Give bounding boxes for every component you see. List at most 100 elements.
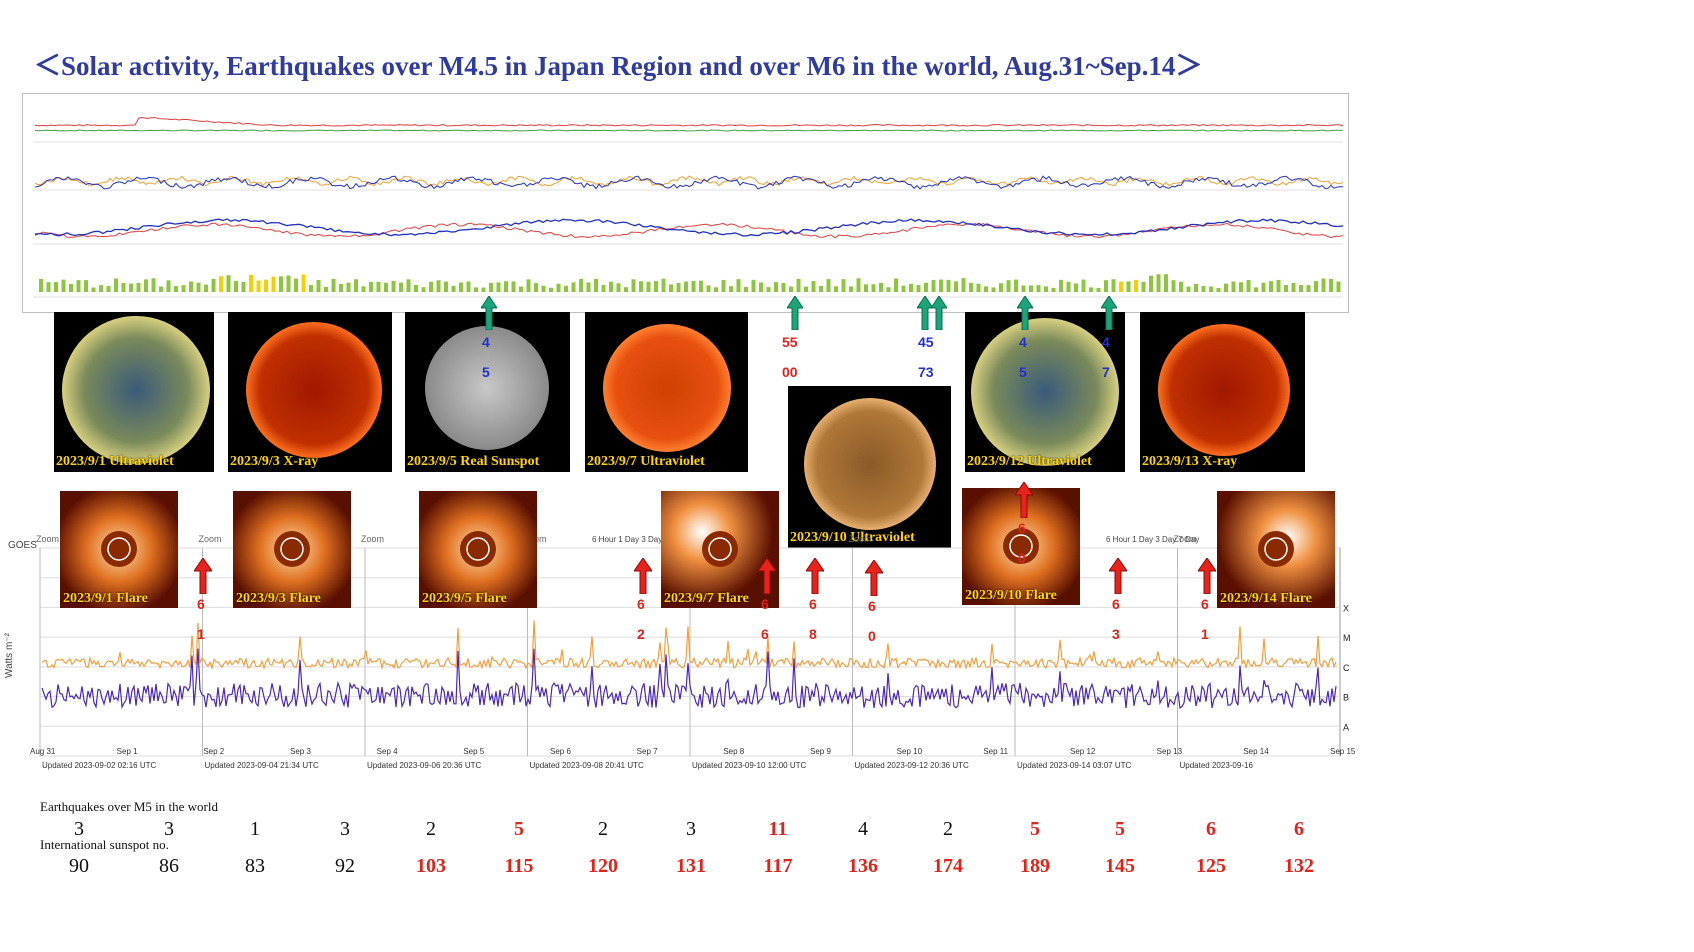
- kp-bar: [519, 286, 523, 292]
- kp-bar: [961, 278, 966, 292]
- sun-caption: 2023/9/10 Ultraviolet: [790, 530, 915, 545]
- kp-bar: [46, 282, 51, 292]
- kp-bar: [279, 276, 283, 292]
- kp-bar: [526, 279, 531, 292]
- flare-image-0907: 2023/9/7 Flare: [661, 491, 779, 608]
- electron-flux-blue: [34, 175, 1344, 190]
- japan-quake-magnitude-bottom: 00: [782, 364, 798, 380]
- xray-class-label: C: [1343, 663, 1350, 673]
- sunspot-number-cell: 131: [676, 855, 706, 877]
- electron-flux-orange: [34, 175, 1344, 187]
- xray-xtick: Sep 2: [203, 747, 224, 756]
- sunspot-number-cell: 115: [504, 855, 534, 877]
- row-label-sunspots: International sunspot no.: [40, 837, 169, 852]
- kp-bar: [226, 275, 231, 292]
- kp-bar: [781, 282, 786, 292]
- kp-bar: [114, 278, 118, 292]
- kp-bar: [549, 287, 553, 292]
- world-quake-magnitude-bottom: 0: [868, 628, 876, 644]
- world-quake-magnitude-bottom: 0: [1018, 550, 1026, 566]
- world-quake-magnitude-top: 6: [637, 596, 645, 612]
- kp-bar: [691, 280, 696, 292]
- sunspot-number-cell: 125: [1196, 855, 1226, 877]
- kp-bar: [76, 280, 81, 292]
- kp-bar: [1029, 285, 1033, 292]
- world-quake-magnitude-bottom: 8: [809, 626, 817, 642]
- kp-bar: [264, 279, 268, 292]
- green-arrow-icon: [1100, 295, 1118, 331]
- xray-xtick: Sep 11: [983, 747, 1008, 756]
- kp-bar: [1074, 283, 1078, 292]
- updated-label: Updated 2023-09-04 21:34 UTC: [205, 761, 320, 770]
- kp-bar: [466, 281, 471, 292]
- world-quake-magnitude-bottom: 1: [197, 626, 205, 642]
- japan-quake-magnitude-top: 4: [482, 334, 490, 350]
- kp-bar: [894, 278, 898, 292]
- kp-bar: [121, 282, 126, 292]
- kp-bar: [1201, 286, 1206, 292]
- kp-bar: [84, 280, 88, 292]
- world-quake-magnitude-bottom: 3: [1112, 626, 1120, 642]
- magnetometer-blue: [34, 218, 1344, 237]
- quake-count-cell: 3: [686, 818, 696, 840]
- sunspot-number-cell: 86: [159, 855, 179, 877]
- magnetometer-red: [34, 222, 1344, 239]
- quake-count-cell: 3: [164, 818, 174, 840]
- flare-image-0901: 2023/9/1 Flare: [60, 491, 178, 608]
- kp-bar: [1134, 279, 1138, 292]
- kp-bar: [1179, 281, 1183, 292]
- kp-bar: [1156, 274, 1161, 292]
- kp-bar: [324, 286, 328, 292]
- quake-count-cell: 4: [858, 818, 868, 840]
- quake-count-cell: 5: [1115, 818, 1125, 840]
- kp-bar: [204, 284, 208, 292]
- xray-xtick: Sep 1: [117, 747, 138, 756]
- kp-bar: [969, 282, 973, 292]
- flare-image-0903: 2023/9/3 Flare: [233, 491, 351, 608]
- world-quake-magnitude-top: 6: [809, 596, 817, 612]
- flare-caption: 2023/9/14 Flare: [1220, 591, 1312, 606]
- kp-bar: [331, 278, 336, 292]
- sun-caption: 2023/9/13 X-ray: [1142, 454, 1238, 469]
- kp-bar: [166, 280, 171, 292]
- kp-bar: [721, 279, 726, 292]
- red-arrow-icon: [1197, 557, 1217, 595]
- xray-xtick: Sep 10: [897, 747, 923, 756]
- kp-bar: [444, 281, 448, 292]
- green-arrow-icon: [480, 295, 498, 331]
- world-quake-magnitude-bottom: 1: [1201, 626, 1209, 642]
- xray-class-label: B: [1343, 693, 1349, 703]
- quake-count-cell: 6: [1206, 818, 1216, 840]
- kp-bar: [999, 283, 1003, 292]
- kp-bar: [496, 282, 501, 292]
- sunspot-number-cell: 189: [1020, 855, 1050, 877]
- kp-bar: [361, 286, 366, 292]
- kp-bar: [684, 281, 688, 292]
- japan-quake-magnitude-bottom: 5: [1019, 364, 1027, 380]
- kp-bar: [654, 281, 658, 292]
- kp-bar: [1096, 287, 1101, 292]
- kp-bar: [639, 281, 643, 292]
- sun-image-xray-0913: 2023/9/13 X-ray: [1140, 312, 1305, 472]
- green-arrow-icon: [1016, 295, 1034, 331]
- red-arrow-icon: [193, 557, 213, 595]
- red-arrow-icon: [864, 559, 884, 597]
- kp-bar: [766, 287, 771, 292]
- kp-bar: [541, 285, 546, 292]
- kp-bar: [909, 283, 913, 292]
- kp-bar: [1291, 282, 1296, 292]
- kp-bar: [1186, 286, 1191, 292]
- sun-caption: 2023/9/3 X-ray: [230, 454, 319, 469]
- world-quake-magnitude-bottom: 2: [637, 626, 645, 642]
- kp-bar: [1119, 281, 1123, 292]
- kp-bar: [196, 282, 201, 292]
- kp-bar: [811, 280, 816, 292]
- kp-bar: [1059, 279, 1063, 292]
- kp-bar: [406, 279, 411, 292]
- xray-xtick: Sep 15: [1330, 747, 1356, 756]
- kp-bar: [294, 278, 298, 292]
- kp-bar: [1089, 287, 1093, 292]
- kp-bar: [946, 279, 951, 292]
- updated-label: Updated 2023-09-10 12:00 UTC: [692, 761, 807, 770]
- kp-bar: [1164, 274, 1168, 292]
